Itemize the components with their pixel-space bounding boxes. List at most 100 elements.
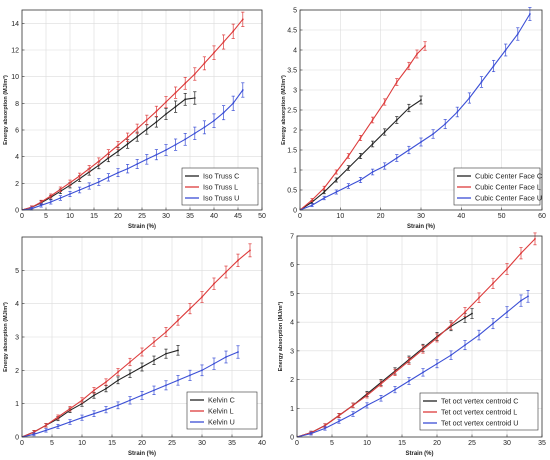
data-point (468, 97, 471, 99)
x-tick-label: 40 (457, 213, 465, 220)
data-point (380, 382, 382, 385)
data-point (323, 187, 326, 189)
x-tick-label: 30 (417, 213, 425, 220)
plot-frame (21, 9, 263, 211)
data-point (117, 150, 119, 153)
x-axis-label: Strain (%) (128, 224, 156, 230)
data-point (359, 137, 362, 139)
data-point (165, 149, 167, 151)
data-point (213, 51, 215, 54)
data-point (126, 167, 129, 170)
data-point (45, 429, 47, 432)
x-tick-label: 40 (210, 213, 218, 220)
data-point (311, 204, 313, 207)
legend-entry: Kelvin U (208, 418, 235, 427)
data-point (366, 404, 368, 407)
x-axis-label: Strain (%) (407, 224, 435, 230)
data-point (424, 45, 426, 47)
data-point (492, 282, 494, 285)
data-point (383, 165, 386, 167)
y-axis-label: Energy absorption (MJ/m³) (277, 301, 284, 371)
data-point (136, 127, 139, 130)
data-point (529, 13, 531, 15)
y-tick-label: 3 (290, 348, 294, 355)
x-tick-label: 10 (336, 213, 344, 220)
data-point (371, 119, 374, 121)
y-tick-label: 5 (15, 268, 19, 275)
data-point (492, 322, 494, 325)
y-tick-label: 5 (290, 291, 294, 298)
data-point (383, 101, 386, 103)
data-point (145, 119, 148, 121)
x-tick-label: 25 (138, 213, 146, 220)
data-point (153, 341, 155, 343)
chart-panel-2: 0 10 20 30 40 50 60 0 0.5 1 1.5 2 2.5 3 3.5 4 4.5 5 Strain… (280, 7, 546, 230)
data-point (165, 101, 167, 103)
y-tick-label: 4 (15, 301, 19, 308)
data-point (506, 268, 508, 270)
data-point (237, 351, 239, 353)
y-tick-label: 2 (15, 368, 19, 375)
data-point (105, 387, 107, 390)
legend-box (419, 392, 539, 431)
data-point (69, 421, 71, 423)
y-tick-label: 2.5 (287, 108, 297, 115)
data-point (49, 201, 52, 203)
data-point (126, 136, 129, 139)
legend-entry: Iso Truss C (203, 172, 239, 181)
x-tick-label: 15 (108, 440, 116, 447)
data-point (408, 65, 410, 67)
y-tick-label: 4 (15, 154, 19, 161)
y-tick-label: 1 (293, 168, 297, 175)
data-point (184, 82, 187, 85)
x-tick-label: 35 (186, 213, 194, 220)
data-point (40, 204, 43, 207)
series-line (299, 45, 426, 211)
data-point (335, 171, 338, 173)
x-tick-label: 20 (138, 440, 146, 447)
data-point (232, 102, 235, 105)
x-tick-label: 15 (398, 440, 406, 447)
chart-panel-1: 0 5 10 15 20 25 30 35 40 45 50 0 2 4 6 8 10 12 14 Strain (%… (2, 9, 266, 230)
data-point (165, 384, 167, 387)
data-point (359, 179, 362, 181)
data-point (117, 379, 119, 382)
legend: Kelvin C Kelvin L Kelvin U (186, 391, 258, 430)
data-point (136, 135, 139, 138)
y-tick-label: 3 (15, 335, 19, 342)
data-point (366, 394, 368, 397)
x-tick-label: 5 (330, 440, 334, 447)
x-tick-label: 25 (468, 440, 476, 447)
data-point (203, 126, 206, 129)
data-point (193, 132, 196, 135)
data-point (189, 374, 191, 377)
data-point (69, 193, 71, 195)
y-axis-label: Energy absorption (MJ/m³) (2, 302, 9, 372)
data-point (155, 121, 158, 123)
data-point (347, 167, 350, 169)
legend: Cubic Center Face C Cubic Center Face L Cu… (453, 167, 542, 206)
data-point (88, 167, 91, 170)
x-tick-label: 10 (78, 440, 86, 447)
legend-entry: Iso Truss L (203, 183, 238, 192)
data-point (165, 331, 167, 333)
data-point (117, 171, 119, 174)
x-tick-label: 5 (50, 440, 54, 447)
data-point (471, 312, 473, 315)
data-point (222, 111, 225, 114)
data-point (69, 407, 71, 410)
data-point (78, 189, 81, 191)
x-tick-label: 10 (66, 213, 74, 220)
series-line (21, 18, 244, 211)
plot-frame (21, 236, 263, 438)
y-tick-label: 3 (293, 88, 297, 95)
data-point (213, 119, 215, 122)
y-tick-label: 2 (290, 377, 294, 384)
data-point (117, 144, 119, 147)
data-point (249, 249, 251, 252)
data-point (464, 311, 466, 313)
series-line (21, 249, 251, 438)
data-point (33, 431, 35, 433)
data-point (311, 199, 313, 201)
